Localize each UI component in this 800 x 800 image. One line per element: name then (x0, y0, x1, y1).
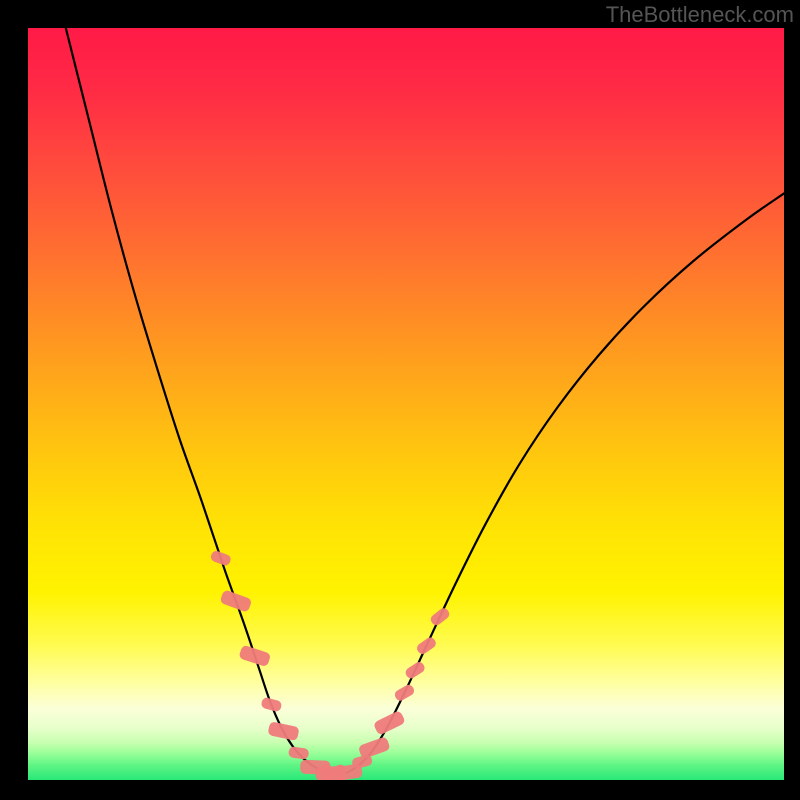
frame-left (0, 0, 28, 800)
frame-right (784, 0, 800, 800)
frame-top (0, 0, 800, 28)
gradient-background (28, 28, 784, 780)
frame-bottom (0, 780, 800, 800)
curve-marker (321, 765, 332, 780)
bottleneck-chart (28, 28, 784, 780)
